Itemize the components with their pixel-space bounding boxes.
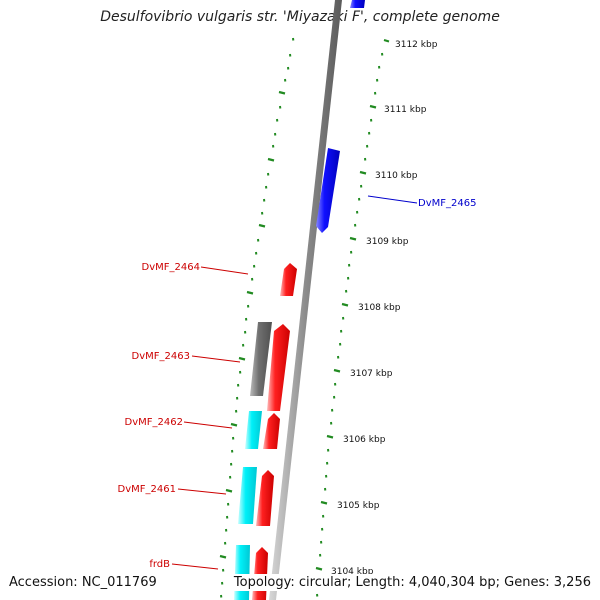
gene-label-dvmf-2462[interactable]: DvMF_2462 <box>125 417 183 428</box>
feature-cyan-block-2 <box>238 467 257 524</box>
connector-dvmf-2461 <box>177 488 227 495</box>
major-tick <box>278 90 286 95</box>
accession-text: Accession: NC_011769 <box>6 574 160 591</box>
outer-tick-ring <box>219 37 295 598</box>
gene-arrow-dvmf-2463 <box>267 324 290 411</box>
kbp-label-3108: 3108 kbp <box>358 303 401 313</box>
gene-arrow-top-partial <box>350 0 365 8</box>
kbp-label-3104: 3104 kbp <box>331 567 374 577</box>
gene-label-dvmf-2463[interactable]: DvMF_2463 <box>132 351 190 362</box>
connector-dvmf-2464 <box>200 266 249 275</box>
label-connectors <box>171 195 418 570</box>
feature-gray-block <box>250 322 272 396</box>
connector-dvmf-2463 <box>191 355 241 363</box>
gene-arrow-dvmf-2464 <box>280 263 297 296</box>
connector-dvmf-2462 <box>183 421 233 429</box>
topology-text: Topology: circular; Length: 4,040,304 bp… <box>230 574 594 591</box>
kbp-label-3109: 3109 kbp <box>366 237 409 247</box>
gene-label-dvmf-2461[interactable]: DvMF_2461 <box>118 484 176 495</box>
connector-frdb <box>171 563 219 570</box>
kbp-label-3111: 3111 kbp <box>384 105 427 115</box>
connector-dvmf-2465 <box>367 195 418 204</box>
genome-backbone <box>269 0 342 600</box>
gene-label-frdb[interactable]: frdB <box>149 559 170 570</box>
gene-label-dvmf-2465[interactable]: DvMF_2465 <box>418 198 476 209</box>
feature-cyan-block-3 <box>234 545 250 600</box>
kbp-label-3105: 3105 kbp <box>337 501 380 511</box>
kbp-label-3107: 3107 kbp <box>350 369 393 379</box>
gene-arrow-dvmf-2461 <box>256 470 274 526</box>
inner-tick-ring <box>315 38 390 597</box>
kbp-label-3112: 3112 kbp <box>395 40 438 50</box>
kbp-label-3110: 3110 kbp <box>375 171 418 181</box>
gene-arrow-dvmf-2465 <box>316 148 340 233</box>
feature-cyan-block-1 <box>245 411 262 449</box>
gene-label-dvmf-2464[interactable]: DvMF_2464 <box>142 262 200 273</box>
kbp-label-3106: 3106 kbp <box>343 435 386 445</box>
map-title: Desulfovibrio vulgaris str. 'Miyazaki F'… <box>100 9 500 25</box>
gene-arrow-dvmf-2462 <box>263 413 280 449</box>
